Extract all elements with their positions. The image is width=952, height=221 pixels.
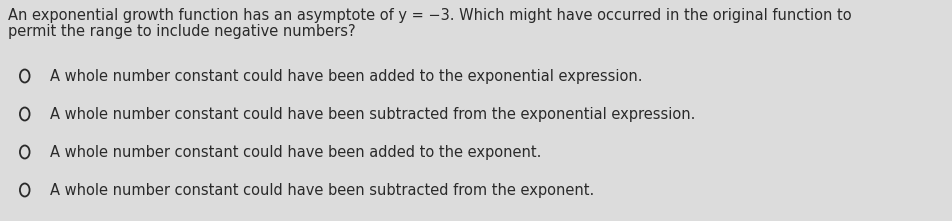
- Text: A whole number constant could have been subtracted from the exponent.: A whole number constant could have been …: [50, 183, 594, 198]
- Text: An exponential growth function has an asymptote of y = −3. Which might have occu: An exponential growth function has an as…: [8, 8, 851, 23]
- Text: A whole number constant could have been added to the exponential expression.: A whole number constant could have been …: [50, 69, 642, 84]
- Text: A whole number constant could have been subtracted from the exponential expressi: A whole number constant could have been …: [50, 107, 695, 122]
- Text: A whole number constant could have been added to the exponent.: A whole number constant could have been …: [50, 145, 541, 160]
- Text: permit the range to include negative numbers?: permit the range to include negative num…: [8, 24, 355, 39]
